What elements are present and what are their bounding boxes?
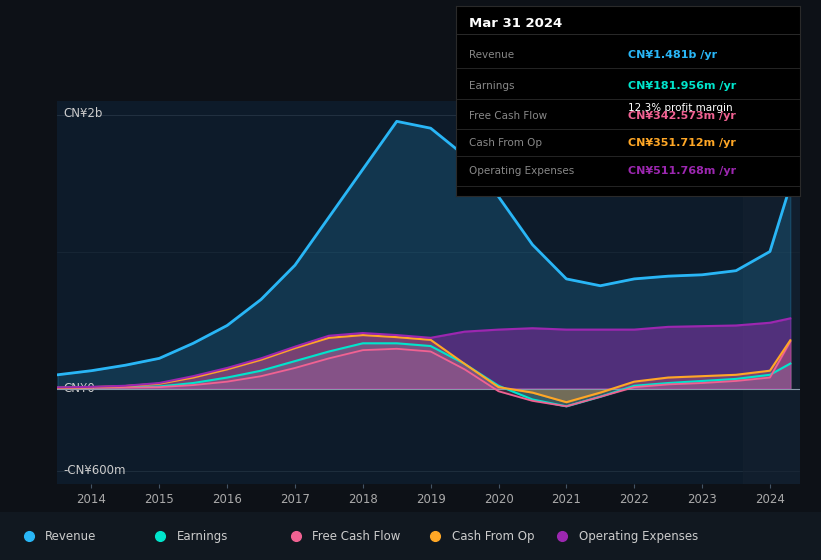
Text: CN¥1.481b /yr: CN¥1.481b /yr [628, 50, 718, 60]
Text: -CN¥600m: -CN¥600m [63, 464, 126, 477]
Text: Free Cash Flow: Free Cash Flow [312, 530, 401, 543]
Text: CN¥342.573m /yr: CN¥342.573m /yr [628, 111, 736, 121]
Text: Cash From Op: Cash From Op [470, 138, 543, 148]
Text: Revenue: Revenue [470, 50, 515, 60]
Text: Revenue: Revenue [45, 530, 97, 543]
Text: CN¥2b: CN¥2b [63, 106, 103, 119]
Text: Mar 31 2024: Mar 31 2024 [470, 17, 562, 30]
Text: Cash From Op: Cash From Op [452, 530, 534, 543]
Text: Free Cash Flow: Free Cash Flow [470, 111, 548, 121]
Text: CN¥351.712m /yr: CN¥351.712m /yr [628, 138, 736, 148]
Text: Operating Expenses: Operating Expenses [470, 166, 575, 176]
Text: Earnings: Earnings [177, 530, 228, 543]
Text: Operating Expenses: Operating Expenses [579, 530, 698, 543]
Text: CN¥511.768m /yr: CN¥511.768m /yr [628, 166, 736, 176]
Text: 12.3% profit margin: 12.3% profit margin [628, 104, 732, 114]
Text: CN¥181.956m /yr: CN¥181.956m /yr [628, 81, 736, 91]
Text: Earnings: Earnings [470, 81, 515, 91]
Text: CN¥0: CN¥0 [63, 382, 95, 395]
Bar [743, 101, 800, 484]
